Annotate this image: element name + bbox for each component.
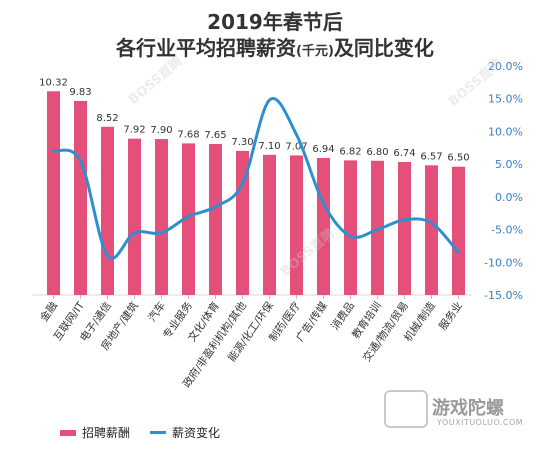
bar-value-label-15: 6.50 bbox=[447, 153, 469, 164]
bar-value-label-14: 6.57 bbox=[420, 151, 442, 162]
bar-3 bbox=[128, 138, 141, 295]
bar-value-label-13: 6.74 bbox=[393, 148, 415, 159]
chart-title-line2: 各行业平均招聘薪资(千元)及同比变化 bbox=[0, 32, 550, 61]
legend-item-salary: 招聘薪酬 bbox=[60, 424, 130, 441]
legend-label-salary: 招聘薪酬 bbox=[82, 426, 131, 440]
bar-value-label-7: 7.30 bbox=[231, 137, 253, 148]
bar-value-label-0: 10.32 bbox=[39, 77, 68, 88]
bar-value-label-2: 8.52 bbox=[96, 113, 118, 124]
bar-value-label-3: 7.92 bbox=[123, 125, 145, 136]
y-right-tick-label-6: -10.0% bbox=[484, 256, 523, 269]
y-right-tick-label-5: -5.0% bbox=[491, 224, 523, 237]
bar-2 bbox=[101, 126, 114, 295]
legend-label-change: 薪资变化 bbox=[172, 426, 221, 440]
bar-9 bbox=[290, 155, 303, 295]
chart-title-line1: 2019年春节后 bbox=[207, 10, 343, 34]
legend-item-change: 薪资变化 bbox=[150, 424, 220, 441]
x-tick-label-11: 消费品 bbox=[328, 299, 357, 332]
bar-4 bbox=[155, 139, 168, 295]
legend-swatch-bar bbox=[60, 429, 76, 436]
logo-icon bbox=[384, 390, 428, 428]
x-tick-label-15: 服务业 bbox=[436, 299, 465, 332]
bar-value-label-9: 7.07 bbox=[285, 141, 307, 152]
bar-value-label-1: 9.83 bbox=[69, 87, 91, 98]
bar-10 bbox=[317, 157, 330, 295]
bar-12 bbox=[371, 160, 384, 295]
bar-value-label-5: 7.68 bbox=[177, 129, 199, 140]
bar-value-label-4: 7.90 bbox=[150, 125, 172, 136]
title-main: 各行业平均招聘薪资 bbox=[116, 36, 297, 60]
bar-13 bbox=[398, 161, 411, 295]
bar-value-label-10: 6.94 bbox=[312, 144, 334, 155]
x-tick-label-0: 金融 bbox=[37, 299, 60, 324]
logo-text: 游戏陀螺 bbox=[432, 398, 504, 419]
x-tick-label-4: 汽车 bbox=[145, 299, 168, 324]
y-right-tick-label-0: 20.0% bbox=[488, 60, 523, 73]
title-unit: (千元) bbox=[296, 44, 334, 59]
bar-8 bbox=[263, 154, 276, 295]
y-right-tick-label-2: 10.0% bbox=[488, 125, 523, 138]
y-right-tick-label-1: 15.0% bbox=[488, 93, 523, 106]
bar-value-label-8: 7.10 bbox=[258, 141, 280, 152]
y-right-tick-label-7: -15.0% bbox=[484, 289, 523, 302]
logo-subtext: YOUXITUOLUO.COM bbox=[437, 418, 524, 427]
change-line bbox=[52, 96, 460, 260]
title-tail: 及同比变化 bbox=[333, 36, 434, 60]
y-right-tick-label-4: 0.0% bbox=[495, 191, 523, 204]
bar-value-label-11: 6.82 bbox=[339, 146, 361, 157]
bar-1 bbox=[74, 100, 87, 296]
legend-swatch-line bbox=[150, 431, 166, 434]
y-right-tick-label-3: 5.0% bbox=[495, 158, 523, 171]
bar-15 bbox=[452, 166, 465, 295]
bar-14 bbox=[425, 165, 438, 295]
bar-5 bbox=[182, 143, 195, 295]
bar-6 bbox=[209, 143, 222, 295]
bar-0 bbox=[47, 91, 60, 295]
bar-value-label-12: 6.80 bbox=[366, 147, 388, 158]
bar-value-label-6: 7.65 bbox=[204, 130, 226, 141]
bar-11 bbox=[344, 160, 357, 295]
